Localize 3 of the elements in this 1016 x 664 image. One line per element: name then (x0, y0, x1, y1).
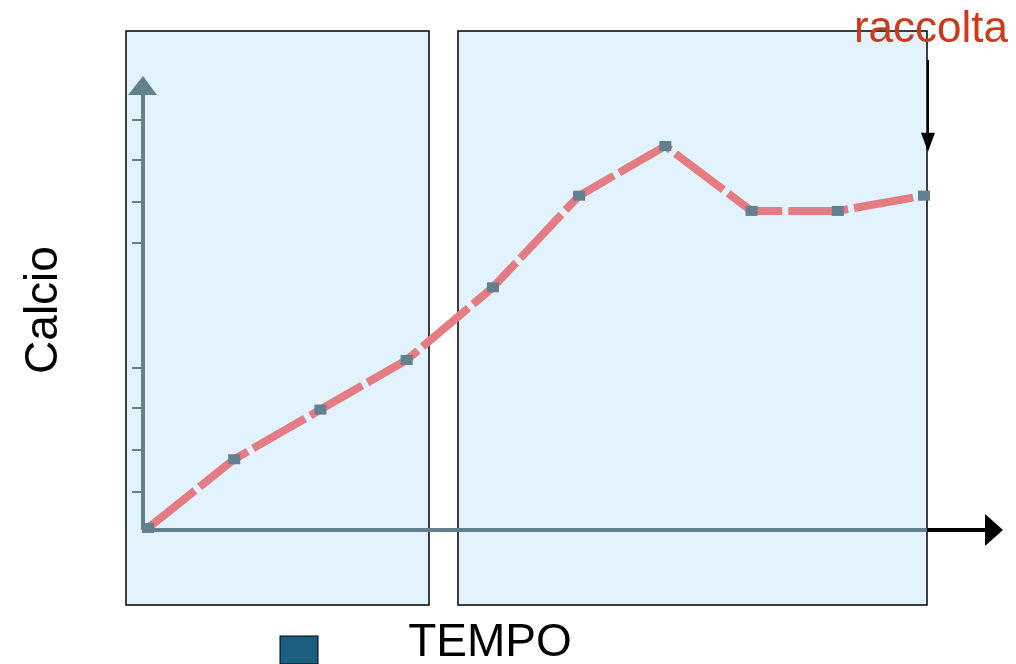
x-axis-title: TEMPO (408, 614, 572, 664)
text: raccolta (853, 2, 1009, 51)
y-axis-title: Calcio (15, 246, 67, 374)
